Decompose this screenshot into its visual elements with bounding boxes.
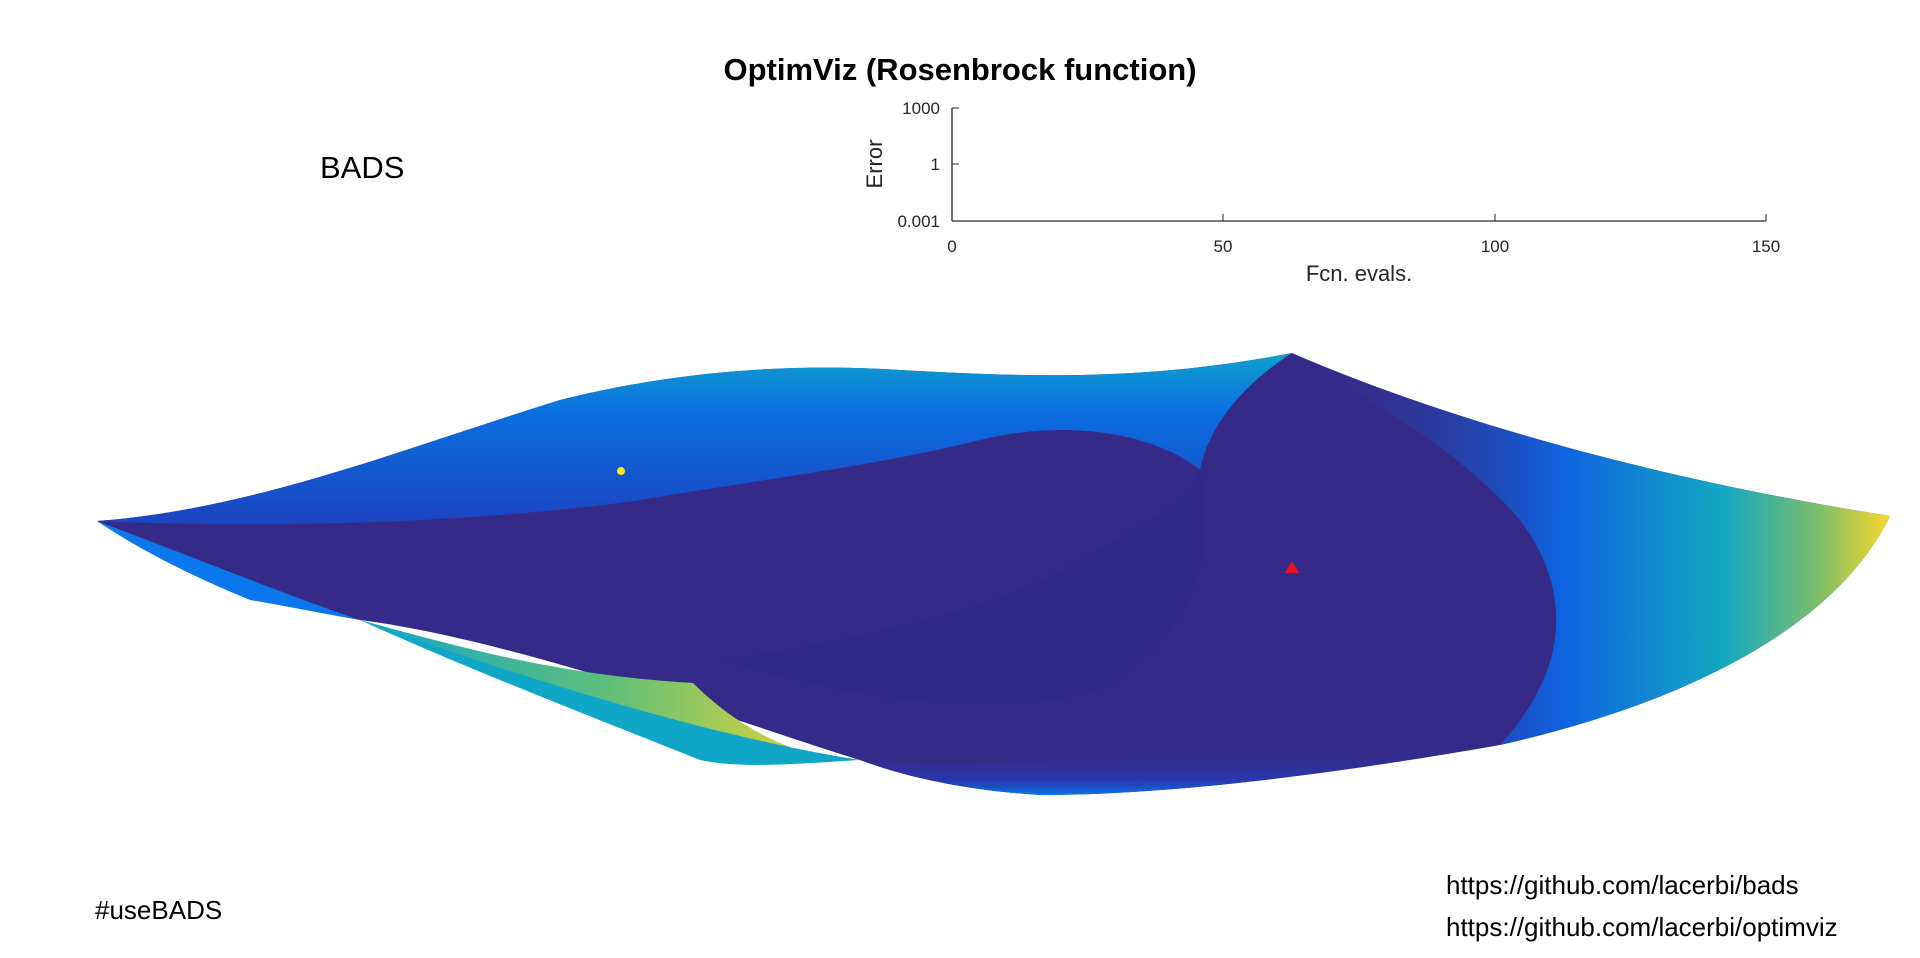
- figure-title: OptimViz (Rosenbrock function): [723, 52, 1197, 87]
- error-plot: 1000 1 0.001 0 50 100 150 Fcn. evals. Er…: [862, 99, 1780, 286]
- surface-fold: [360, 620, 860, 760]
- method-label: BADS: [320, 150, 405, 185]
- bads-link[interactable]: https://github.com/lacerbi/bads: [1446, 870, 1799, 900]
- minimum-marker: [1285, 561, 1299, 573]
- surface-valley: [720, 470, 1206, 705]
- x-tick-label-100: 100: [1481, 237, 1509, 256]
- x-tick-label-0: 0: [947, 237, 956, 256]
- surface-upper-band: [97, 353, 1292, 525]
- optimviz-link[interactable]: https://github.com/lacerbi/optimviz: [1446, 912, 1838, 942]
- rosenbrock-surface: [97, 353, 1890, 795]
- y-tick-label-1: 1: [931, 155, 940, 174]
- current-point-marker: [617, 467, 625, 475]
- x-tick-label-50: 50: [1214, 237, 1233, 256]
- y-axis-label: Error: [862, 140, 887, 189]
- surface-bottom-band: [860, 743, 1500, 795]
- x-tick-label-150: 150: [1752, 237, 1780, 256]
- hashtag: #useBADS: [95, 895, 223, 925]
- y-tick-label-0.001: 0.001: [897, 212, 940, 231]
- x-axis-label: Fcn. evals.: [1306, 261, 1412, 286]
- y-tick-label-1000: 1000: [902, 99, 940, 118]
- surface-right-band: [1292, 353, 1890, 745]
